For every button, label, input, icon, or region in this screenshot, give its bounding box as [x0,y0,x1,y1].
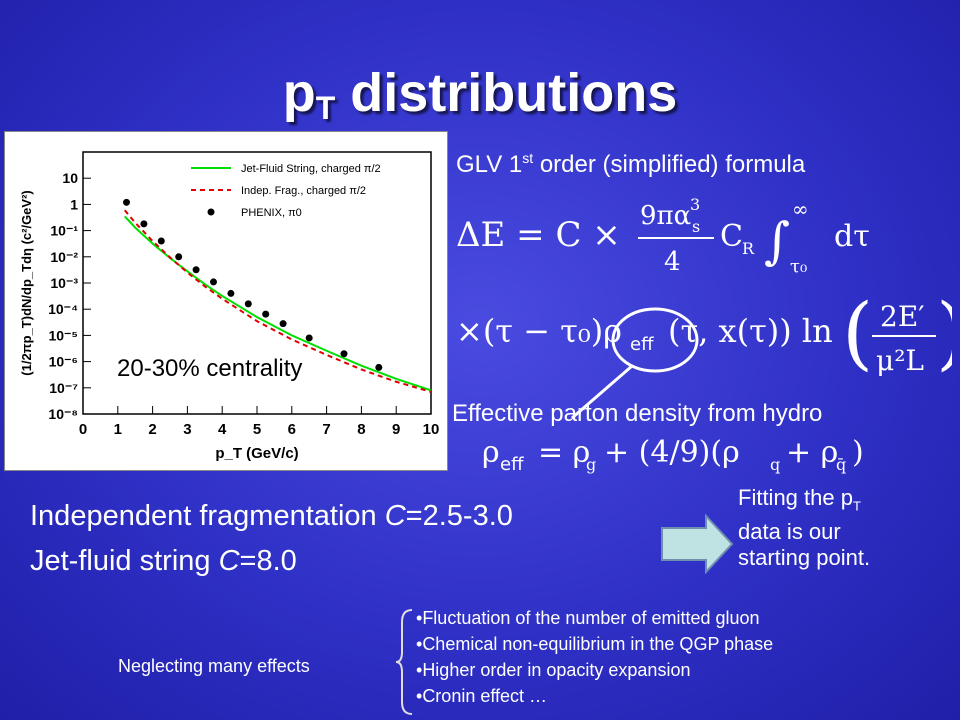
plot-canvas: 0 1 2 3 4 5 6 7 8 9 10 10⁻⁸ 10⁻⁷ 10⁻⁶ 10⁻⁵ 10⁻⁴ 10⁻³ 10⁻²… [19,151,440,462]
x-tick-label: 9 [392,421,400,438]
svg-text:g: g [586,455,596,474]
svg-text:τ₀: τ₀ [790,256,807,277]
phenix-data-point [262,310,270,318]
fitting-text: Fitting the pT data is our starting poin… [738,485,871,571]
svg-text:μ²L: μ²L [876,344,924,377]
svg-text:= ρ: = ρ [538,435,590,470]
independent-fragmentation-text: Independent fragmentation C=2.5-3.0 [30,500,513,532]
y-tick-label: 10⁻⁷ [49,380,78,396]
svg-text:3: 3 [690,195,700,214]
x-tick-label: 10 [423,421,440,438]
neglecting-label: Neglecting many effects [118,656,310,676]
phenix-data-point [140,220,148,228]
slide-title: pT distributions [282,63,678,126]
x-tick-label: 1 [114,421,122,438]
svg-text:s: s [692,217,700,236]
svg-text:ρ: ρ [482,435,500,470]
phenix-data-point [279,320,287,328]
y-tick-label: 10 [62,170,78,186]
svg-text:∞: ∞ [792,197,809,221]
energy-loss-formula-line2: ×(τ − τ₀)ρ eff (τ, x(τ)) ln ( 2E′ μ²L ) [456,286,952,379]
list-item: Higher order in opacity expansion [416,657,773,683]
svg-text:eff: eff [630,334,654,355]
svg-text:+ ρ: + ρ [786,435,838,470]
x-tick-label: 6 [288,421,296,438]
x-tick-label: 7 [322,421,330,438]
legend-label: Jet-Fluid String, charged π/2 [241,163,381,175]
effects-list: Fluctuation of the number of emitted glu… [416,605,773,709]
effective-density-label: Effective parton density from hydro [452,400,823,427]
y-tick-label: 10⁻² [50,249,78,265]
svg-text:(: ( [842,286,873,379]
phenix-data-point [227,289,235,297]
phenix-data-point [375,363,383,371]
x-axis-label: p_T (GeV/c) [215,445,298,462]
jet-fluid-curve [124,215,432,392]
x-tick-label: 2 [148,421,156,438]
svg-text:eff: eff [500,454,524,475]
svg-text:2E′: 2E′ [880,300,925,333]
y-tick-label: 10⁻¹ [50,223,78,239]
list-item: Fluctuation of the number of emitted glu… [416,605,773,631]
svg-text:): ) [936,286,952,379]
x-tick-label: 8 [357,421,365,438]
energy-loss-formula: ΔE = C × 9πα s 3 4 C R ∫ ∞ τ₀ dτ [456,195,870,277]
svg-text:q̄: q̄ [836,455,846,474]
phenix-data-point [192,266,200,274]
right-arrow-icon [661,514,734,574]
svg-text:q: q [770,455,780,474]
svg-text:9πα: 9πα [640,201,691,231]
svg-text:∫: ∫ [764,212,790,270]
phenix-data-point [340,350,348,358]
svg-text:4: 4 [664,247,681,277]
svg-text:ΔE = C ×: ΔE = C × [456,215,621,255]
legend-label: Indep. Frag., charged π/2 [241,185,366,197]
phenix-data-point [157,237,165,245]
y-tick-label: 10⁻⁵ [48,327,78,343]
x-tick-label: 5 [253,421,261,438]
density-formula: ρ eff = ρ g + (4/9)(ρ q + ρ q̄ ) [482,435,864,475]
svg-text:R: R [742,239,755,258]
phenix-data-point [123,198,130,206]
list-item: Chemical non-equilibrium in the QGP phas… [416,631,773,657]
svg-text:C: C [720,219,743,254]
list-item: Cronin effect … [416,683,773,709]
y-axis-label: (1/2πp_T)dN/dp_Tdη (c²/GeV²) [19,190,34,375]
phenix-data-point [210,278,217,286]
glv-heading: GLV 1st order (simplified) formula [456,150,806,178]
svg-text:): ) [852,435,864,470]
left-brace-icon [395,609,413,715]
svg-text:dτ: dτ [834,219,870,254]
phenix-data-point [305,334,313,342]
legend-marker [207,208,215,216]
svg-text:+ (4/9)(ρ: + (4/9)(ρ [604,435,740,470]
y-tick-label: 10⁻⁶ [49,354,78,370]
pt-spectrum-plot: 0 1 2 3 4 5 6 7 8 9 10 10⁻⁸ 10⁻⁷ 10⁻⁶ 10⁻⁵ 10⁻⁴ 10⁻³ 10⁻²… [4,131,448,471]
phenix-data-point [175,253,183,261]
centrality-label: 20-30% centrality [115,355,305,383]
x-tick-label: 4 [218,421,227,438]
legend-label: PHENIX, π0 [241,207,302,219]
x-tick-label: 3 [183,421,191,438]
y-tick-label: 10⁻³ [50,275,78,291]
x-tick-label: 0 [79,421,87,438]
svg-text:×(τ − τ₀)ρ: ×(τ − τ₀)ρ [456,312,622,350]
phenix-data-point [244,300,252,308]
y-tick-label: 10⁻⁸ [48,406,78,422]
jet-fluid-string-text: Jet-fluid string C=8.0 [30,545,297,577]
y-tick-label: 10⁻⁴ [48,301,78,317]
indep-frag-curve [123,209,432,393]
y-tick-label: 1 [70,196,78,212]
density-annotation [571,307,699,420]
